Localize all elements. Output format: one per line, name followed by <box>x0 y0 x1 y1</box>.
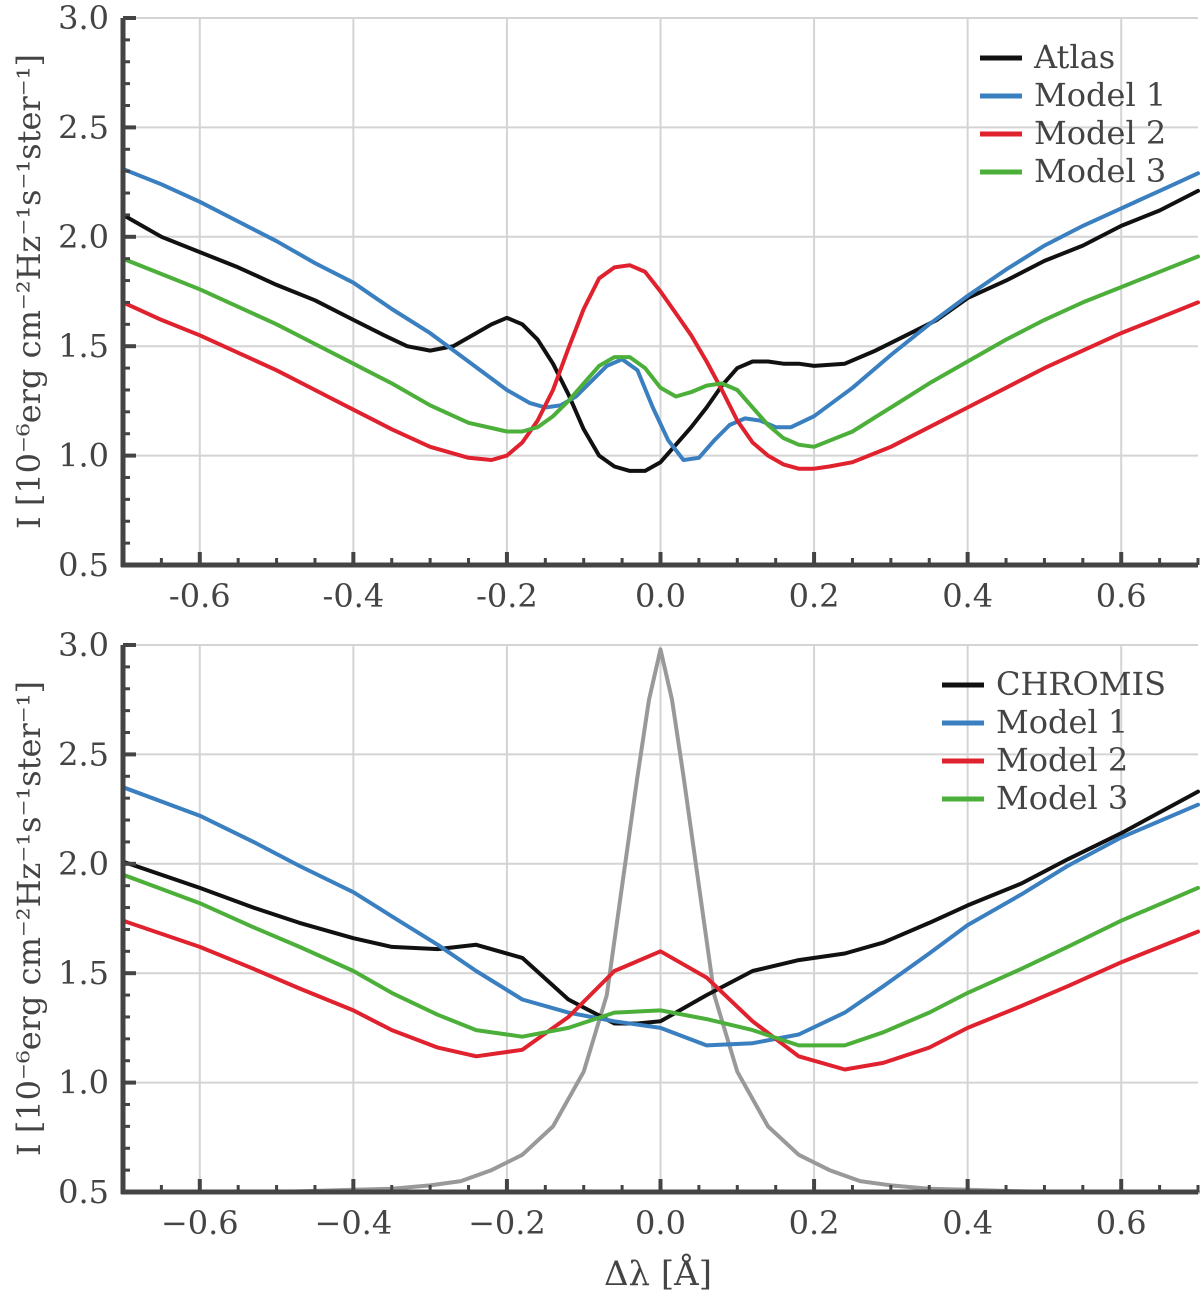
bottom-series-chromis <box>121 789 1200 1026</box>
bottom-series-model-2 <box>121 918 1200 1072</box>
bottom-y-tick-label: 1.0 <box>58 1064 109 1102</box>
top-legend-label-atlas: Atlas <box>1033 38 1115 76</box>
bottom-y-tick-label: 2.5 <box>58 735 109 773</box>
bottom-ticks: −0.6 −0.4 −0.2 0.0 0.2 0.4 0.6 0.5 1.0 1.5 2.0 2.5 3… <box>58 626 1200 1242</box>
bottom-legend-label-model-3: Model 3 <box>996 779 1128 817</box>
bottom-x-tick-label: 0.0 <box>635 1204 686 1242</box>
top-legend-label-model-1: Model 1 <box>1034 76 1166 114</box>
bottom-x-tick-label: 0.4 <box>942 1204 993 1242</box>
bottom-x-tick-label: 0.2 <box>789 1204 840 1242</box>
top-y-tick-label: 3.0 <box>58 0 109 37</box>
top-series-lines <box>121 167 1200 473</box>
bottom-y-tick-label: 0.5 <box>58 1173 109 1211</box>
bottom-x-tick-label: −0.2 <box>468 1204 546 1242</box>
bottom-x-tick-label: −0.4 <box>315 1204 393 1242</box>
bottom-y-tick-label: 1.5 <box>58 954 109 992</box>
top-x-tick-label: -0.6 <box>169 577 231 615</box>
bottom-y-axis-label: I [10⁻⁶erg cm⁻²Hz⁻¹s⁻¹ster⁻¹] <box>10 681 48 1156</box>
bottom-legend-label-model-1: Model 1 <box>996 703 1128 741</box>
top-ticks: -0.6 -0.4 -0.2 0.0 0.2 0.4 0.6 0.5 1.0 1.5 2.0 2.5 3… <box>58 0 1200 615</box>
bottom-x-tick-label: 0.6 <box>1096 1204 1147 1242</box>
top-x-tick-label: 0.2 <box>789 577 840 615</box>
top-panel: -0.6 -0.4 -0.2 0.0 0.2 0.4 0.6 0.5 1.0 1.5 2.0 2.5 3… <box>10 0 1200 615</box>
top-y-tick-label: 1.0 <box>58 437 109 475</box>
x-axis-label: Δλ [Å] <box>604 1253 712 1293</box>
top-series-model-3 <box>121 254 1200 449</box>
bottom-grid <box>123 644 1198 1192</box>
bottom-series-model-3 <box>121 872 1200 1048</box>
top-y-tick-label: 2.0 <box>58 218 109 256</box>
top-y-tick-label: 0.5 <box>58 546 109 584</box>
top-series-model-1 <box>121 167 1200 462</box>
top-y-tick-label: 1.5 <box>58 327 109 365</box>
top-x-tick-label: -0.2 <box>476 577 538 615</box>
top-x-tick-label: 0.4 <box>942 577 993 615</box>
top-x-tick-label: 0.6 <box>1096 577 1147 615</box>
bottom-panel: −0.6 −0.4 −0.2 0.0 0.2 0.4 0.6 0.5 1.0 1.5 2.0 2.5 3… <box>10 626 1200 1242</box>
top-legend-label-model-3: Model 3 <box>1034 152 1166 190</box>
bottom-x-tick-label: −0.6 <box>161 1204 239 1242</box>
top-series-model-2 <box>121 263 1200 471</box>
bottom-legend-label-model-2: Model 2 <box>996 741 1128 779</box>
top-y-tick-label: 2.5 <box>58 108 109 146</box>
top-x-tick-label: 0.0 <box>635 577 686 615</box>
bottom-series-model-1 <box>121 785 1200 1048</box>
bottom-y-tick-label: 3.0 <box>58 626 109 664</box>
top-grid <box>123 17 1198 565</box>
top-x-tick-label: -0.4 <box>323 577 385 615</box>
top-legend-label-model-2: Model 2 <box>1034 114 1166 152</box>
top-y-axis-label: I [10⁻⁶erg cm⁻²Hz⁻¹s⁻¹ster⁻¹] <box>10 54 48 529</box>
bottom-legend-label-chromis: CHROMIS <box>996 665 1166 703</box>
bottom-y-tick-label: 2.0 <box>58 845 109 883</box>
